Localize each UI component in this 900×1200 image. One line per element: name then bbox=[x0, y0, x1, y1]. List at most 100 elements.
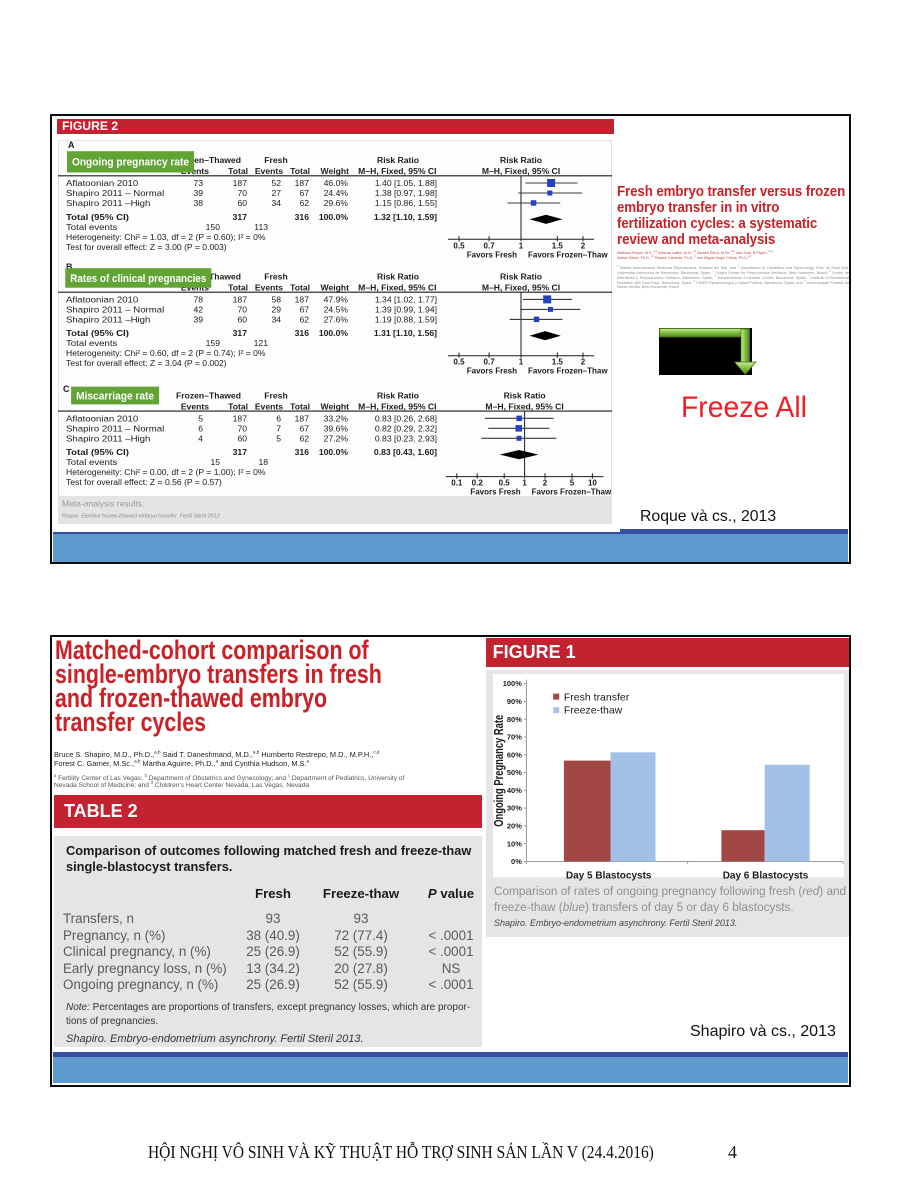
svg-text:47.9%: 47.9% bbox=[324, 294, 349, 304]
svg-text:Favors Frozen–Thaw: Favors Frozen–Thaw bbox=[528, 367, 608, 376]
svg-text:Rates of clinical pregnancies: Rates of clinical pregnancies bbox=[70, 273, 206, 285]
svg-text:0.5: 0.5 bbox=[453, 241, 465, 250]
svg-text:30%: 30% bbox=[507, 804, 522, 813]
svg-text:Test for overall effect: Z = 0: Test for overall effect: Z = 0.56 (P = 0… bbox=[66, 477, 222, 487]
svg-text:62: 62 bbox=[299, 433, 309, 443]
svg-text:0.5: 0.5 bbox=[453, 358, 465, 367]
svg-text:187: 187 bbox=[233, 294, 248, 304]
svg-text:187: 187 bbox=[233, 413, 248, 423]
svg-text:Risk Ratio: Risk Ratio bbox=[504, 391, 546, 401]
svg-text:1.5: 1.5 bbox=[552, 358, 564, 367]
svg-text:100.0%: 100.0% bbox=[319, 212, 349, 222]
svg-text:Test for overall effect: Z = 3: Test for overall effect: Z = 3.04 (P = 0… bbox=[66, 358, 227, 368]
svg-text:2: 2 bbox=[581, 358, 586, 367]
svg-text:29.6%: 29.6% bbox=[324, 198, 349, 208]
svg-text:0.5: 0.5 bbox=[499, 479, 511, 488]
svg-text:Favors Frozen–Thaw: Favors Frozen–Thaw bbox=[528, 250, 608, 259]
svg-text:1.15 [0.86, 1.55]: 1.15 [0.86, 1.55] bbox=[375, 198, 437, 208]
svg-text:6: 6 bbox=[198, 423, 203, 433]
svg-text:B: B bbox=[66, 262, 73, 272]
svg-text:5: 5 bbox=[198, 413, 203, 423]
svg-text:42: 42 bbox=[193, 304, 203, 314]
svg-text:6: 6 bbox=[276, 413, 281, 423]
svg-text:Total events: Total events bbox=[66, 222, 118, 231]
svg-text:24.4%: 24.4% bbox=[324, 188, 349, 198]
svg-text:Shapiro 2011 – Normal: Shapiro 2011 – Normal bbox=[66, 424, 164, 433]
svg-text:0.7: 0.7 bbox=[484, 358, 496, 367]
svg-text:Shapiro 2011 – Normal: Shapiro 2011 – Normal bbox=[66, 305, 164, 314]
svg-text:100%: 100% bbox=[503, 679, 523, 688]
svg-text:67: 67 bbox=[299, 188, 309, 198]
svg-text:39.6%: 39.6% bbox=[324, 423, 349, 433]
svg-text:Total: Total bbox=[228, 166, 248, 176]
svg-text:Total: Total bbox=[290, 166, 310, 176]
svg-text:187: 187 bbox=[295, 413, 310, 423]
svg-text:Shapiro 2011 –High: Shapiro 2011 –High bbox=[66, 434, 150, 443]
svg-text:M–H, Fixed, 95% CI: M–H, Fixed, 95% CI bbox=[482, 166, 560, 176]
svg-text:70: 70 bbox=[237, 423, 247, 433]
svg-text:Events: Events bbox=[181, 166, 209, 176]
svg-text:60: 60 bbox=[237, 314, 247, 324]
svg-text:1.31 [1.10, 1.56]: 1.31 [1.10, 1.56] bbox=[374, 328, 437, 338]
svg-text:90%: 90% bbox=[507, 697, 522, 706]
svg-text:Total events: Total events bbox=[66, 458, 118, 467]
svg-text:M–H, Fixed, 95% CI: M–H, Fixed, 95% CI bbox=[358, 401, 436, 411]
svg-text:187: 187 bbox=[233, 178, 248, 188]
svg-text:187: 187 bbox=[295, 294, 310, 304]
svg-text:Shapiro 2011 –High: Shapiro 2011 –High bbox=[66, 315, 150, 324]
svg-text:24.5%: 24.5% bbox=[324, 304, 349, 314]
svg-text:Shapiro 2011 – Normal: Shapiro 2011 – Normal bbox=[66, 188, 164, 197]
svg-text:Total: Total bbox=[228, 282, 248, 292]
svg-text:1.32 [1.10, 1.59]: 1.32 [1.10, 1.59] bbox=[374, 212, 437, 222]
svg-text:Fresh transfer: Fresh transfer bbox=[564, 692, 630, 704]
svg-text:39: 39 bbox=[193, 188, 203, 198]
svg-text:52: 52 bbox=[271, 178, 281, 188]
svg-text:1.39 [0.99, 1.94]: 1.39 [0.99, 1.94] bbox=[375, 304, 437, 314]
svg-text:Total (95% CI): Total (95% CI) bbox=[66, 212, 129, 221]
svg-text:58: 58 bbox=[271, 294, 281, 304]
svg-text:Day 5 Blastocysts: Day 5 Blastocysts bbox=[566, 870, 652, 881]
svg-text:Ongoing pregnancy rate: Ongoing pregnancy rate bbox=[72, 157, 189, 169]
svg-text:100.0%: 100.0% bbox=[319, 447, 349, 457]
svg-text:78: 78 bbox=[193, 294, 203, 304]
svg-text:A: A bbox=[68, 140, 75, 150]
svg-text:M–H, Fixed, 95% CI: M–H, Fixed, 95% CI bbox=[485, 401, 563, 411]
svg-text:M–H, Fixed, 95% CI: M–H, Fixed, 95% CI bbox=[358, 166, 436, 176]
svg-text:Favors Frozen–Thaw: Favors Frozen–Thaw bbox=[532, 488, 612, 497]
svg-text:317: 317 bbox=[233, 328, 248, 338]
svg-text:1: 1 bbox=[519, 241, 524, 250]
svg-text:1.19 [0.88, 1.59]: 1.19 [0.88, 1.59] bbox=[375, 314, 437, 324]
svg-text:Favors Fresh: Favors Fresh bbox=[470, 488, 520, 497]
svg-text:Favors Fresh: Favors Fresh bbox=[467, 367, 517, 376]
svg-text:Risk Ratio: Risk Ratio bbox=[377, 155, 419, 165]
svg-text:70: 70 bbox=[237, 188, 247, 198]
svg-text:Fresh: Fresh bbox=[264, 272, 287, 282]
svg-text:316: 316 bbox=[295, 328, 310, 338]
svg-text:1: 1 bbox=[522, 479, 527, 488]
svg-text:317: 317 bbox=[233, 447, 248, 457]
svg-text:113: 113 bbox=[254, 222, 268, 232]
svg-text:187: 187 bbox=[295, 178, 310, 188]
svg-text:27: 27 bbox=[271, 188, 281, 198]
svg-text:70%: 70% bbox=[507, 733, 522, 742]
svg-text:67: 67 bbox=[299, 304, 309, 314]
svg-text:20%: 20% bbox=[507, 822, 522, 831]
svg-text:316: 316 bbox=[295, 447, 310, 457]
svg-text:Events: Events bbox=[255, 166, 283, 176]
svg-text:60%: 60% bbox=[507, 751, 522, 760]
svg-text:Risk Ratio: Risk Ratio bbox=[500, 272, 542, 282]
svg-text:Freeze-thaw: Freeze-thaw bbox=[564, 705, 623, 717]
svg-text:39: 39 bbox=[193, 314, 203, 324]
svg-text:Total (95% CI): Total (95% CI) bbox=[66, 448, 129, 457]
svg-text:Aflatoonian 2010: Aflatoonian 2010 bbox=[66, 295, 138, 304]
svg-text:Favors Fresh: Favors Fresh bbox=[467, 250, 517, 259]
svg-text:80%: 80% bbox=[507, 715, 522, 724]
svg-text:2: 2 bbox=[581, 241, 586, 250]
svg-text:Aflatoonian 2010: Aflatoonian 2010 bbox=[66, 414, 138, 423]
svg-text:Fresh: Fresh bbox=[264, 155, 287, 165]
svg-text:Aflatoonian 2010: Aflatoonian 2010 bbox=[66, 178, 138, 187]
svg-text:0.1: 0.1 bbox=[451, 479, 463, 488]
svg-text:62: 62 bbox=[299, 198, 309, 208]
svg-text:Test for overall effect: Z = 3: Test for overall effect: Z = 3.00 (P = 0… bbox=[66, 242, 227, 252]
svg-text:Events: Events bbox=[181, 401, 209, 411]
